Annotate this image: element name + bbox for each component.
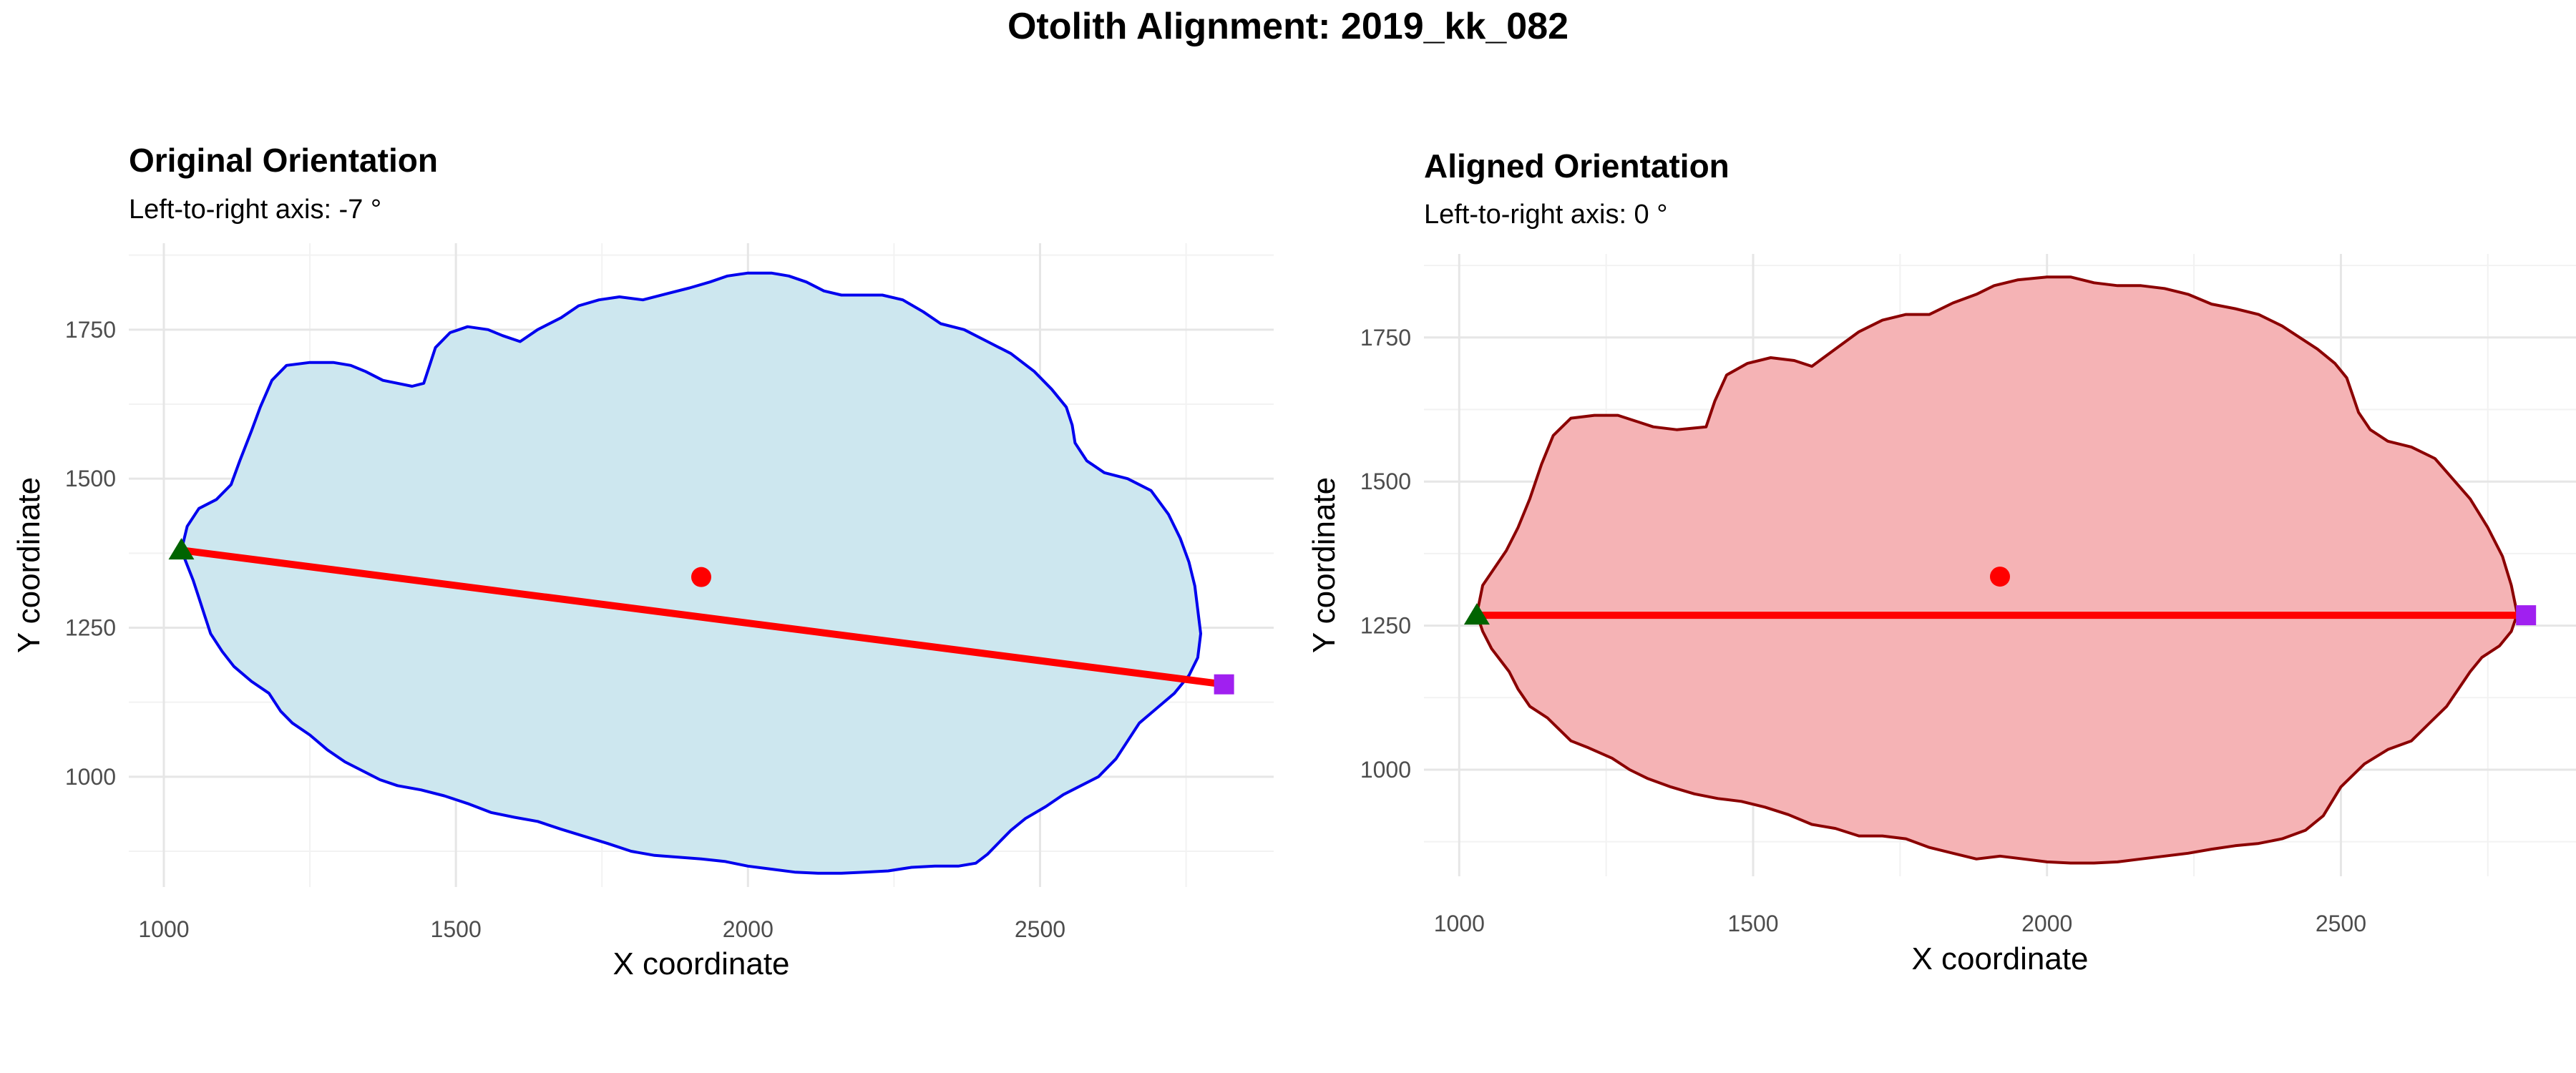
centroid-point bbox=[691, 567, 711, 587]
y-tick-label: 1000 bbox=[65, 764, 116, 790]
axis-end-marker bbox=[2516, 605, 2537, 626]
y-tick-label: 1000 bbox=[1360, 757, 1411, 783]
x-tick-label: 2500 bbox=[2316, 911, 2366, 936]
aligned-orientation-panel: Aligned Orientation Left-to-right axis: 0… bbox=[1307, 147, 2576, 976]
x-tick-label: 2000 bbox=[723, 916, 774, 942]
x-tick-label: 2000 bbox=[2021, 911, 2072, 936]
x-axis-label: X coordinate bbox=[1911, 941, 2088, 976]
panel-subtitle: Left-to-right axis: -7 ° bbox=[129, 195, 381, 225]
axis-start-marker bbox=[168, 538, 195, 560]
panel-title: Aligned Orientation bbox=[1424, 147, 1729, 185]
y-tick-label: 1750 bbox=[65, 317, 116, 343]
left-right-axis-line bbox=[180, 547, 1225, 688]
x-axis-label: X coordinate bbox=[613, 946, 789, 981]
x-tick-label: 2500 bbox=[1015, 916, 1065, 942]
x-tick-label: 1000 bbox=[138, 916, 189, 942]
y-axis-label: Y coordinate bbox=[1307, 477, 1342, 653]
y-tick-label: 1250 bbox=[1360, 613, 1411, 639]
y-tick-label: 1750 bbox=[1360, 325, 1411, 351]
panel-title: Original Orientation bbox=[129, 142, 438, 179]
axis-start-marker bbox=[1463, 603, 1490, 625]
y-axis-label: Y coordinate bbox=[11, 477, 47, 653]
y-tick-label: 1500 bbox=[65, 466, 116, 491]
y-tick-label: 1500 bbox=[1360, 469, 1411, 494]
figure-title: Otolith Alignment: 2019_kk_082 bbox=[1008, 6, 1568, 47]
axis-end-marker bbox=[1214, 674, 1234, 695]
panel-subtitle: Left-to-right axis: 0 ° bbox=[1424, 200, 1667, 230]
x-tick-label: 1500 bbox=[1727, 911, 1778, 936]
centroid-point bbox=[1990, 567, 2010, 587]
y-tick-label: 1250 bbox=[65, 615, 116, 641]
otolith-outline bbox=[180, 271, 1202, 875]
original-orientation-panel: Original Orientation Left-to-right axis: … bbox=[11, 142, 1274, 981]
x-tick-label: 1000 bbox=[1434, 911, 1485, 936]
x-tick-label: 1500 bbox=[431, 916, 482, 942]
